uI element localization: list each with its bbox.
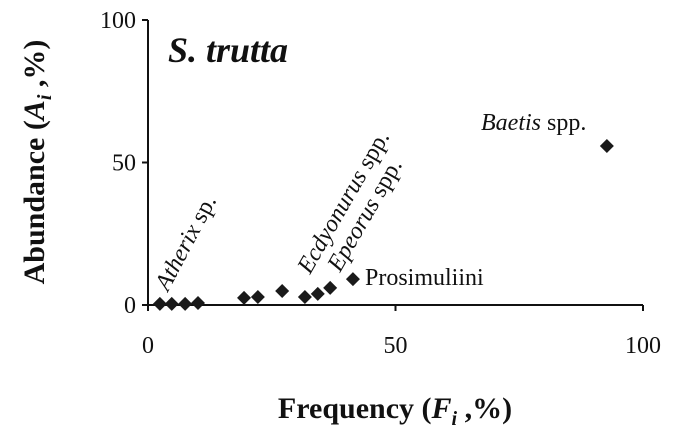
y_label-part: Abundance (	[18, 120, 51, 284]
x-tick-label: 100	[625, 333, 661, 359]
point	[152, 296, 167, 311]
point	[178, 296, 193, 311]
y_label-part: i	[34, 94, 56, 100]
y_label-part: A	[18, 100, 51, 122]
chart-title: S. trutta	[168, 30, 288, 70]
point	[297, 290, 312, 305]
point	[310, 286, 325, 301]
point	[164, 296, 179, 311]
annotation-italic: Baetis	[481, 110, 541, 136]
y-tick-label: 0	[124, 293, 136, 319]
y-tick-label: 100	[100, 8, 136, 34]
x_label-part: Frequency (	[278, 392, 432, 425]
x_label-part: ,%)	[457, 392, 512, 425]
point	[275, 284, 290, 299]
annotation-text: spp.	[547, 110, 586, 136]
x-tick-label: 0	[142, 333, 154, 359]
point	[190, 296, 205, 311]
x-tick-label: 50	[384, 333, 408, 359]
point	[323, 280, 338, 295]
x_label-part: F	[431, 392, 452, 425]
y_label-part: ,%)	[18, 40, 51, 95]
y_label: Abundance (Ai ,%)	[18, 40, 56, 285]
x_label: Frequency (Fi ,%)	[278, 392, 512, 430]
annotation-text: sp.	[186, 191, 222, 227]
annotation: Prosimuliini	[365, 265, 484, 291]
point	[345, 272, 360, 287]
point	[250, 290, 265, 305]
y-tick-label: 50	[112, 151, 136, 177]
annotation-text: Prosimuliini	[365, 265, 484, 291]
point	[237, 290, 252, 305]
annotation-italic: Atherix	[149, 220, 206, 297]
annotation: Atherixsp.	[149, 191, 222, 297]
point	[599, 138, 614, 153]
x_label-part: i	[452, 408, 458, 430]
annotation: Baetis spp.	[481, 110, 586, 136]
